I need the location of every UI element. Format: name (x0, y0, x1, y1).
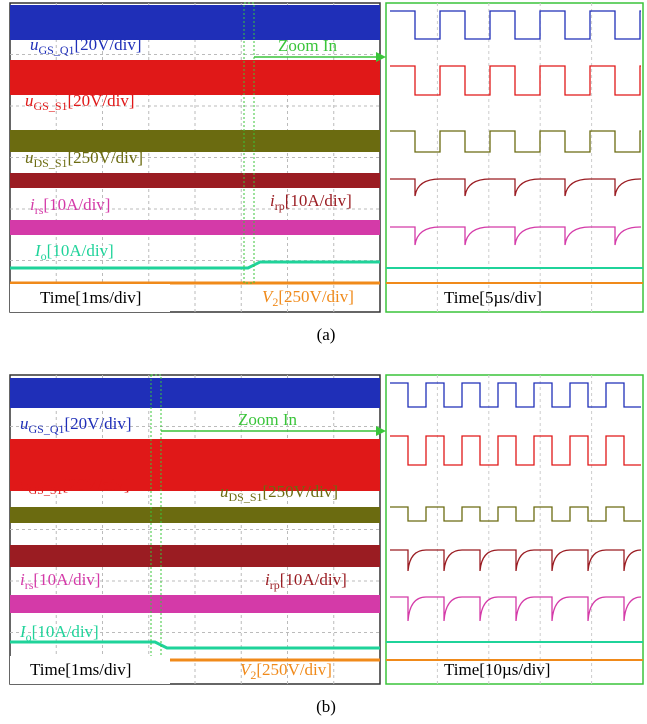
label-subscript: GS_Q1 (39, 43, 75, 57)
waveform-band (10, 545, 380, 567)
label-subscript: DS_S1 (34, 156, 68, 170)
waveform-band (10, 60, 380, 95)
label-subscript: DS_S1 (229, 490, 263, 504)
label-symbol: u (220, 482, 229, 501)
label-symbol: u (25, 91, 34, 110)
label-scale: [20V/div] (63, 475, 130, 494)
right-time-label: Time[10µs/div] (444, 660, 550, 679)
waveform-band (10, 5, 380, 40)
label-scale: [20V/div] (68, 91, 135, 110)
label-symbol: u (25, 148, 34, 167)
label-scale: [10A/div] (32, 622, 99, 641)
zoom-arrowhead (376, 52, 386, 62)
waveform-band (10, 173, 380, 188)
label-symbol: u (20, 475, 29, 494)
signal-label: Io[10A/div] (19, 622, 99, 644)
label-scale: [250V/div] (256, 660, 332, 679)
label-scale: [20V/div] (65, 414, 132, 433)
label-scale: [10A/div] (280, 570, 347, 589)
label-scale: [20V/div] (75, 35, 142, 54)
label-scale: [10A/div] (43, 195, 110, 214)
label-subscript: GS_S1 (29, 483, 63, 497)
zoom-label: Zoom In (278, 36, 338, 55)
label-scale: [10A/div] (285, 191, 352, 210)
label-subscript: GS_Q1 (29, 422, 65, 436)
label-symbol: u (30, 35, 39, 54)
left-time-label: Time[1ms/div] (30, 660, 131, 679)
label-subscript: GS_S1 (34, 99, 68, 113)
left-time-label: Time[1ms/div] (40, 288, 141, 307)
zoom-label: Zoom In (238, 410, 298, 429)
waveform-band (10, 130, 380, 152)
label-subscript: rp (270, 578, 280, 592)
label-scale: [250V/div] (68, 148, 144, 167)
right-scope (386, 375, 643, 684)
label-scale: [10A/div] (33, 570, 100, 589)
waveform-band (10, 378, 380, 408)
label-subscript: rs (25, 578, 34, 592)
zoom-arrowhead (376, 426, 386, 436)
label-scale: [250V/div] (278, 287, 354, 306)
label-scale: [250V/div] (263, 482, 339, 501)
right-time-label: Time[5µs/div] (444, 288, 542, 307)
right-scope (386, 3, 643, 312)
label-symbol: u (20, 414, 29, 433)
label-subscript: rp (275, 199, 285, 213)
waveform-band (10, 507, 380, 523)
label-scale: [10A/div] (47, 241, 114, 260)
waveform-band (10, 595, 380, 613)
waveform-band (10, 220, 380, 235)
label-subscript: rs (35, 203, 44, 217)
figure: Zoom InuGS_Q1[20V/div]uGS_S1[20V/div]uDS… (0, 0, 647, 719)
signal-label: Io[10A/div] (34, 241, 114, 263)
panel-caption: (b) (316, 697, 336, 716)
panel-caption: (a) (317, 325, 336, 344)
